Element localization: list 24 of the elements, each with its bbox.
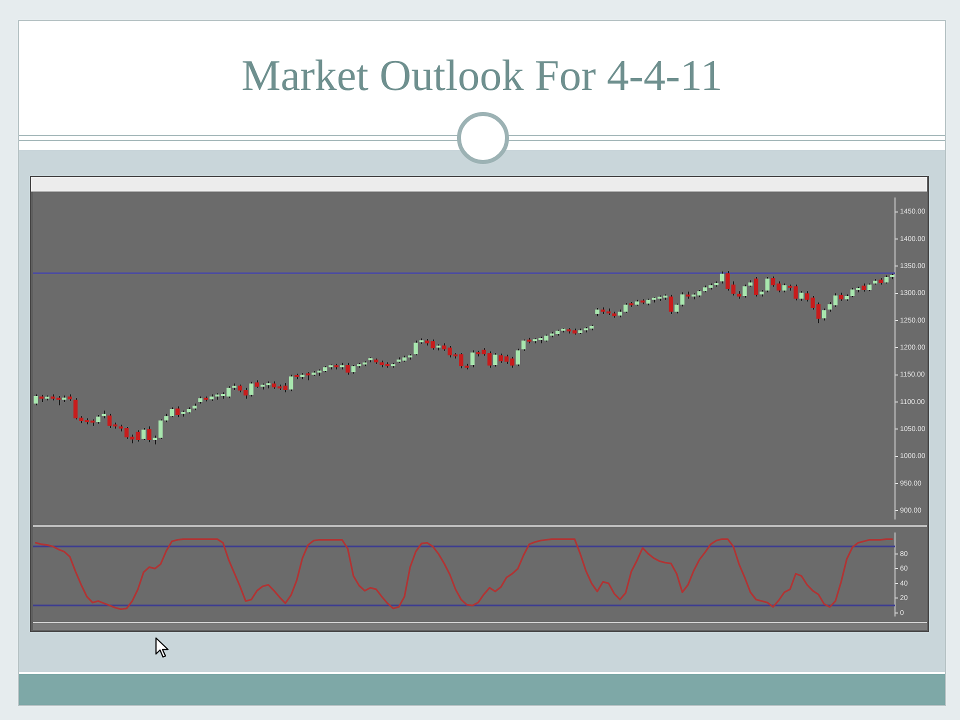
candlestick <box>742 284 747 298</box>
candlestick <box>493 352 498 368</box>
candlestick <box>754 276 758 298</box>
candlestick <box>176 406 180 418</box>
candlestick <box>521 338 526 352</box>
candlestick <box>668 294 674 314</box>
candlestick <box>414 340 418 356</box>
candlestick <box>158 418 163 440</box>
candlestick <box>765 276 770 293</box>
candlestick <box>674 303 679 314</box>
candlestick <box>470 350 475 368</box>
candlestick <box>346 362 350 376</box>
candlestick <box>170 406 174 418</box>
candlestick <box>141 428 146 441</box>
candlestick <box>720 271 724 284</box>
chart-title: Market Outlook For 4-4-11 <box>240 50 724 102</box>
candlestick <box>516 348 520 367</box>
candlestick <box>34 394 38 406</box>
candlestick <box>624 302 628 314</box>
candlestick <box>249 381 254 398</box>
candlestick <box>822 308 826 321</box>
candlestick <box>147 426 152 443</box>
candlestick <box>680 292 684 307</box>
candlestick <box>288 374 294 392</box>
